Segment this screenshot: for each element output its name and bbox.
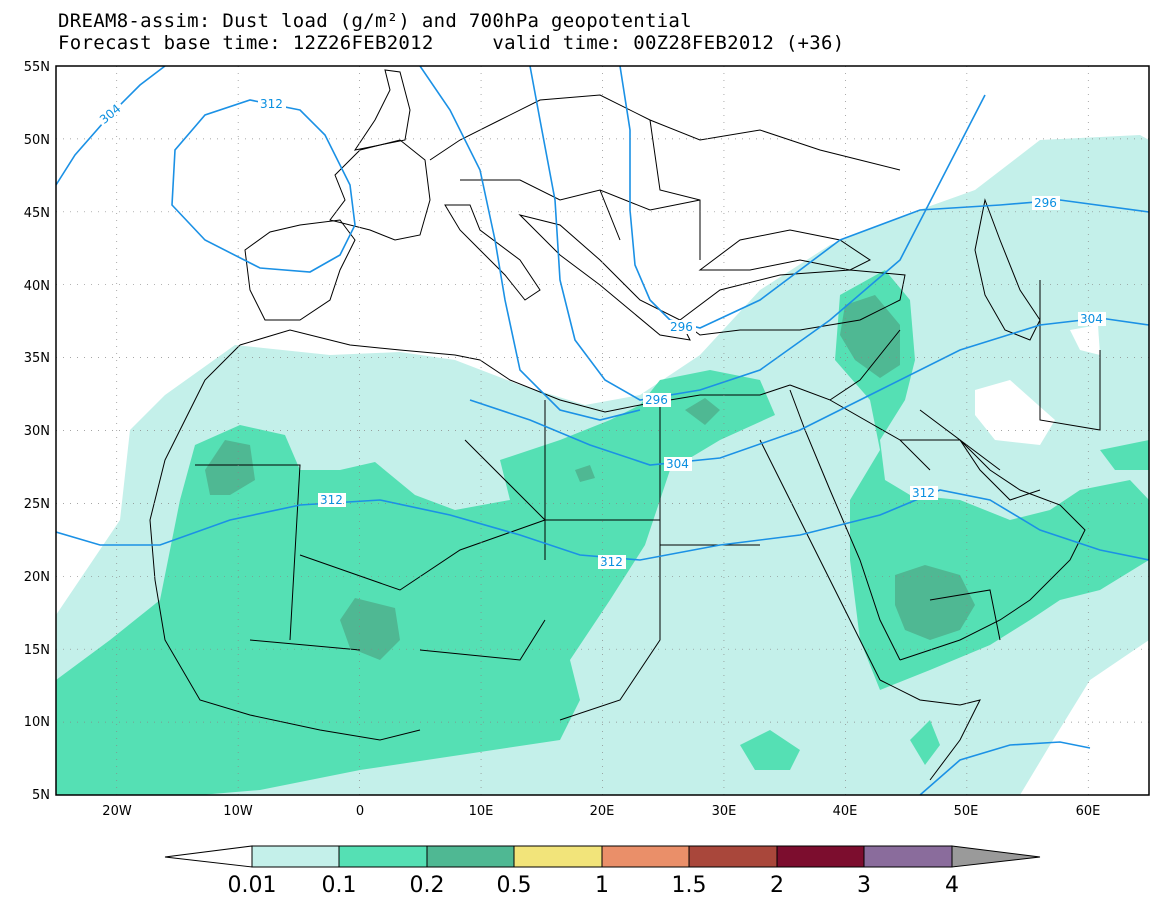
lat-label: 10N (24, 715, 50, 730)
colorbar-under-triangle (164, 845, 253, 868)
balkans-coast (518, 214, 691, 341)
grid-lines (56, 66, 1149, 795)
colorbar-swatch (426, 845, 515, 868)
dust-shade-dark-4 (895, 565, 975, 640)
caspian-coast (974, 198, 1041, 341)
colorbar: 0.01 0.1 0.2 0.5 1 1.5 2 3 4 (164, 845, 1041, 898)
colorbar-swatch (776, 845, 865, 868)
lon-label: 40E (833, 804, 858, 819)
dust-shade-medium-horn (910, 720, 940, 765)
colorbar-swatch (251, 845, 340, 868)
lat-label: 35N (24, 351, 50, 366)
colorbar-label: 0.5 (497, 873, 532, 898)
contour-312-west (171, 99, 356, 273)
lon-label: 60E (1076, 804, 1101, 819)
contour-label-312-d: 312 (912, 486, 935, 500)
title-line-2: Forecast base time: 12Z26FEB2012 valid t… (58, 32, 845, 54)
latitude-labels: 55N 50N 45N 40N 35N 30N 25N 20N 15N 10N … (24, 60, 50, 803)
italy-coast (444, 204, 541, 301)
contour-label-304-b: 304 (666, 457, 689, 471)
dust-gap-2 (1070, 325, 1100, 355)
lon-label: 20E (590, 804, 615, 819)
lat-label: 15N (24, 643, 50, 658)
contour-label-304-c: 304 (1080, 312, 1103, 326)
colorbar-label: 3 (857, 873, 871, 898)
lon-label: 30E (712, 804, 737, 819)
lat-label: 55N (24, 60, 50, 75)
lon-label: 10E (469, 804, 494, 819)
lon-label: 20W (102, 804, 132, 819)
horn-africa-coast (879, 679, 981, 781)
lat-label: 20N (24, 570, 50, 585)
iberia-coast (244, 219, 356, 321)
red-sea-coast-west (759, 439, 881, 681)
colorbar-label: 1.5 (672, 873, 707, 898)
colorbar-swatch (338, 845, 428, 868)
colorbar-label: 4 (945, 873, 959, 898)
africa-borders (195, 400, 760, 721)
lon-label: 0 (356, 804, 364, 819)
west-africa-coast (149, 344, 421, 741)
lat-label: 45N (24, 206, 50, 221)
contour-296-b (529, 66, 986, 401)
middle-east-borders (789, 280, 1101, 641)
britain-coast (353, 69, 411, 151)
title-line-1: DREAM8-assim: Dust load (g/m²) and 700hP… (58, 10, 692, 32)
coastlines (149, 69, 1101, 781)
dust-shade-dark-5 (685, 398, 720, 425)
europe-borders (429, 94, 901, 260)
dust-shade-dark-2 (340, 598, 400, 660)
colorbar-over-triangle (951, 845, 1041, 868)
colorbar-label: 0.01 (228, 873, 277, 898)
north-africa-coast (239, 329, 791, 413)
lat-label: 30N (24, 424, 50, 439)
lat-label: 40N (24, 279, 50, 294)
contour-304-mid (469, 317, 1149, 466)
colorbar-swatch (601, 845, 690, 868)
contour-label-296-a: 296 (670, 320, 693, 334)
colorbar-label: 2 (770, 873, 784, 898)
contour-label-312-a: 312 (260, 97, 283, 111)
colorbar-swatch (513, 845, 603, 868)
colorbar-swatch (863, 845, 953, 868)
colorbar-label: 0.2 (410, 873, 445, 898)
map-frame (55, 65, 1150, 796)
lat-label: 25N (24, 497, 50, 512)
lat-label: 5N (32, 788, 50, 803)
lat-label: 50N (24, 133, 50, 148)
lon-label: 10W (223, 804, 253, 819)
contour-label-312-c: 312 (600, 555, 623, 569)
contour-label-296-b: 296 (645, 393, 668, 407)
turkey-coast (679, 269, 906, 336)
dust-shade-medium-caspian (1100, 440, 1149, 470)
geopotential-contours (56, 66, 1149, 795)
dust-gap-1 (975, 380, 1055, 445)
contour-312-south (919, 741, 1091, 795)
arabia-coast (899, 439, 1086, 661)
colorbar-label: 1 (595, 873, 609, 898)
colorbar-label: 0.1 (322, 873, 357, 898)
france-coast (329, 139, 431, 241)
dust-shade-dark-6 (575, 465, 595, 482)
contour-labels: 304 312 296 296 304 312 312 296 304 312 (94, 97, 1106, 569)
contour-296-c (619, 66, 1149, 329)
dust-shade-dark-1 (205, 440, 255, 495)
colorbar-swatch (688, 845, 778, 868)
contour-label-312-b: 312 (320, 493, 343, 507)
black-sea-coast (698, 229, 871, 271)
contour-label-296-c: 296 (1034, 196, 1057, 210)
longitude-labels: 20W 10W 0 10E 20E 30E 40E 50E 60E (102, 804, 1100, 819)
dust-shade-medium-africa-east (740, 730, 800, 770)
red-sea-coast-east (789, 389, 901, 661)
gulf-coast (919, 409, 1041, 501)
contour-296-a (419, 66, 641, 421)
lon-label: 50E (954, 804, 979, 819)
